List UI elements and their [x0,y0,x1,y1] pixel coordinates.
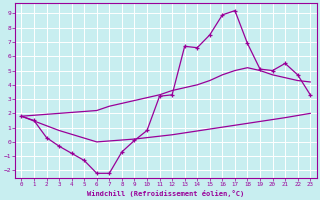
X-axis label: Windchill (Refroidissement éolien,°C): Windchill (Refroidissement éolien,°C) [87,190,244,197]
